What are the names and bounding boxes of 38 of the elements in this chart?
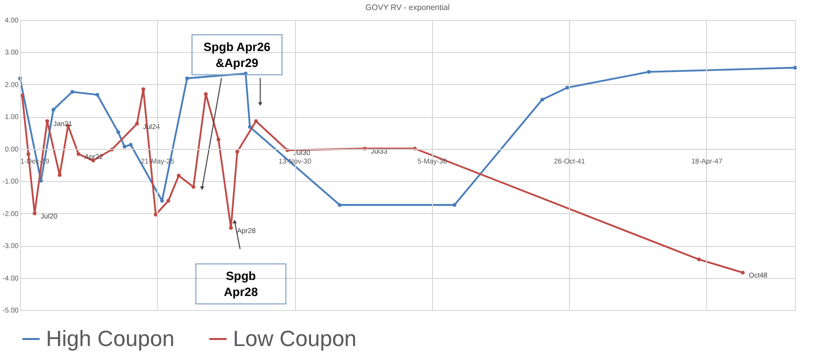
point bbox=[229, 226, 233, 230]
point bbox=[141, 87, 146, 92]
point bbox=[452, 203, 456, 207]
point bbox=[32, 211, 36, 216]
point bbox=[216, 138, 220, 142]
point bbox=[697, 258, 701, 262]
point bbox=[116, 130, 120, 134]
point bbox=[95, 92, 100, 97]
point bbox=[166, 198, 170, 203]
point bbox=[338, 203, 342, 207]
point bbox=[540, 98, 544, 102]
point bbox=[192, 185, 196, 189]
point bbox=[740, 270, 745, 274]
point bbox=[176, 174, 181, 178]
legend-label: Low Coupon bbox=[233, 326, 357, 351]
point bbox=[793, 66, 797, 70]
point bbox=[248, 125, 252, 129]
point bbox=[254, 119, 258, 124]
point bbox=[122, 144, 126, 148]
chart-title: GOVY RV - exponential bbox=[365, 3, 450, 12]
point bbox=[70, 90, 74, 94]
point bbox=[128, 142, 133, 147]
point bbox=[646, 70, 651, 74]
legend-label: High Coupon bbox=[46, 326, 174, 351]
point bbox=[204, 92, 208, 96]
point bbox=[58, 173, 62, 177]
annotation: Spgb Apr26 &Apr29 bbox=[204, 40, 271, 70]
point bbox=[39, 178, 43, 183]
point bbox=[160, 198, 164, 203]
point bbox=[135, 122, 139, 126]
point bbox=[76, 152, 80, 156]
point bbox=[235, 150, 240, 154]
annotation: Spgb Apr28 bbox=[224, 268, 258, 299]
point bbox=[185, 76, 189, 80]
point bbox=[26, 152, 30, 156]
point bbox=[52, 108, 56, 112]
point bbox=[565, 86, 570, 90]
point bbox=[45, 119, 50, 124]
